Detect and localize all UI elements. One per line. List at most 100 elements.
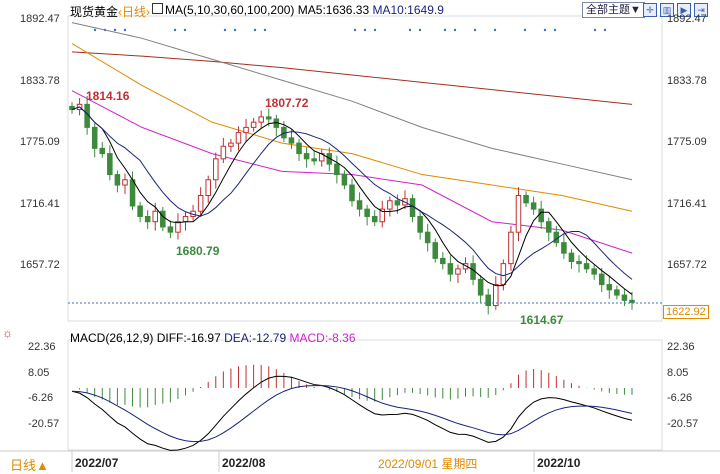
candle-body <box>440 257 446 265</box>
candle-body <box>576 261 582 265</box>
candle-body <box>394 200 401 206</box>
candle-body <box>493 284 499 307</box>
signal-dot <box>173 28 177 32</box>
candle-body <box>477 278 484 296</box>
signal-dot <box>93 28 97 32</box>
candle-body <box>356 200 363 210</box>
crosshair-icon[interactable]: ✛ <box>643 3 657 17</box>
signal-dot <box>113 28 117 32</box>
exit-icon[interactable]: ⇥ <box>694 3 708 17</box>
signal-dot <box>593 28 597 32</box>
chart-icon[interactable]: ▥ <box>660 3 674 17</box>
period-label[interactable]: 日线 <box>122 5 147 19</box>
candle-body <box>561 242 567 254</box>
candle-body <box>228 142 234 147</box>
candle-body <box>538 208 544 223</box>
macd-tick-right: -20.57 <box>667 418 699 431</box>
candle-body <box>258 116 264 123</box>
candle-body <box>424 231 431 244</box>
ma5-value: MA5:1636.33 <box>297 3 370 17</box>
diff-line <box>71 375 633 451</box>
cursor-date: 2022/09/01 星期四 <box>378 457 478 471</box>
candle-body <box>213 158 219 181</box>
candle-body <box>243 126 249 134</box>
candle-body <box>152 210 159 223</box>
price-annotation-high: 1807.72 <box>265 96 309 110</box>
macd-value: MACD:-8.36 <box>289 331 356 345</box>
macd-panel <box>67 339 663 451</box>
symbol-name: 现货黄金 <box>70 5 119 19</box>
candle-body <box>303 153 310 160</box>
candle-body <box>485 294 491 307</box>
signal-dot <box>473 28 477 32</box>
candle-body <box>371 215 378 223</box>
ma-legend: MA(5,10,30,60,100,200) MA5:1636.33 MA10:… <box>152 3 444 17</box>
signal-dot <box>363 28 367 32</box>
candle-body <box>364 208 370 217</box>
candle-body <box>205 179 211 197</box>
dea-value: DEA:-12.79 <box>224 331 287 345</box>
signal-dot <box>233 28 237 32</box>
signal-dot <box>223 28 227 32</box>
candle-body <box>341 174 348 186</box>
candle-body <box>417 215 423 233</box>
price-tick-left: 1833.78 <box>20 74 60 87</box>
play-icon[interactable]: ▶ <box>677 3 691 17</box>
candle-body <box>311 158 317 162</box>
candle-body <box>182 215 189 223</box>
macd-tick-left: 22.36 <box>28 340 56 353</box>
candle-body <box>144 215 151 223</box>
theme-button[interactable]: 全部主题▼ <box>582 2 645 18</box>
signal-dot <box>493 28 497 32</box>
signal-dot <box>553 28 557 32</box>
signal-dot <box>353 28 357 32</box>
signal-dot <box>263 28 267 32</box>
x-tick: 2022/08 <box>222 456 266 470</box>
signal-dot <box>443 28 447 32</box>
candle-body <box>167 226 174 233</box>
candle-body <box>614 289 620 296</box>
price-tick-left: 1716.41 <box>20 197 60 210</box>
signal-dot <box>183 28 187 32</box>
candle-body <box>508 231 514 265</box>
price-tick-right: 1775.09 <box>667 136 707 148</box>
signal-dot <box>603 28 607 32</box>
candle-body <box>606 284 613 291</box>
candle-body <box>197 195 204 212</box>
candle-body <box>387 200 393 210</box>
candle-body <box>265 116 272 120</box>
ma5-line <box>71 106 633 295</box>
indicator-icon[interactable] <box>152 3 163 14</box>
ma30-line <box>71 90 633 254</box>
price-tick-left: 1892.47 <box>20 13 60 25</box>
price-tick-right: 1716.41 <box>667 197 707 210</box>
signal-dot <box>418 28 422 32</box>
candle-body <box>99 147 106 155</box>
candle-body <box>137 205 143 217</box>
candle-body <box>114 174 121 186</box>
candle-body <box>523 195 529 204</box>
price-panel <box>67 15 663 322</box>
diff-value: DIFF:-16.97 <box>156 331 221 345</box>
candle-body <box>334 163 340 176</box>
candle-body <box>107 153 113 176</box>
settings-icon[interactable]: ☼ <box>2 326 13 340</box>
price-tick-right: 1833.78 <box>667 74 707 87</box>
macd-tick-left: -6.26 <box>28 392 54 405</box>
candle-body <box>91 126 98 149</box>
price-tick-left: 1775.09 <box>20 136 60 148</box>
price-annotation-low: 1680.79 <box>176 244 220 258</box>
candle-body <box>530 202 537 210</box>
candle-body <box>122 179 128 186</box>
signal-dot <box>523 28 527 32</box>
candle-body <box>629 299 635 303</box>
period-button[interactable]: 日线▲ <box>10 458 49 473</box>
price-tick-right: 1657.72 <box>667 259 707 272</box>
candle-body <box>160 210 166 228</box>
ma10-value: MA10:1649.9 <box>372 3 444 17</box>
dea-line <box>71 385 633 443</box>
price-tick-left: 1657.72 <box>20 259 60 272</box>
candle-body <box>621 294 628 301</box>
candle-body <box>500 263 507 286</box>
